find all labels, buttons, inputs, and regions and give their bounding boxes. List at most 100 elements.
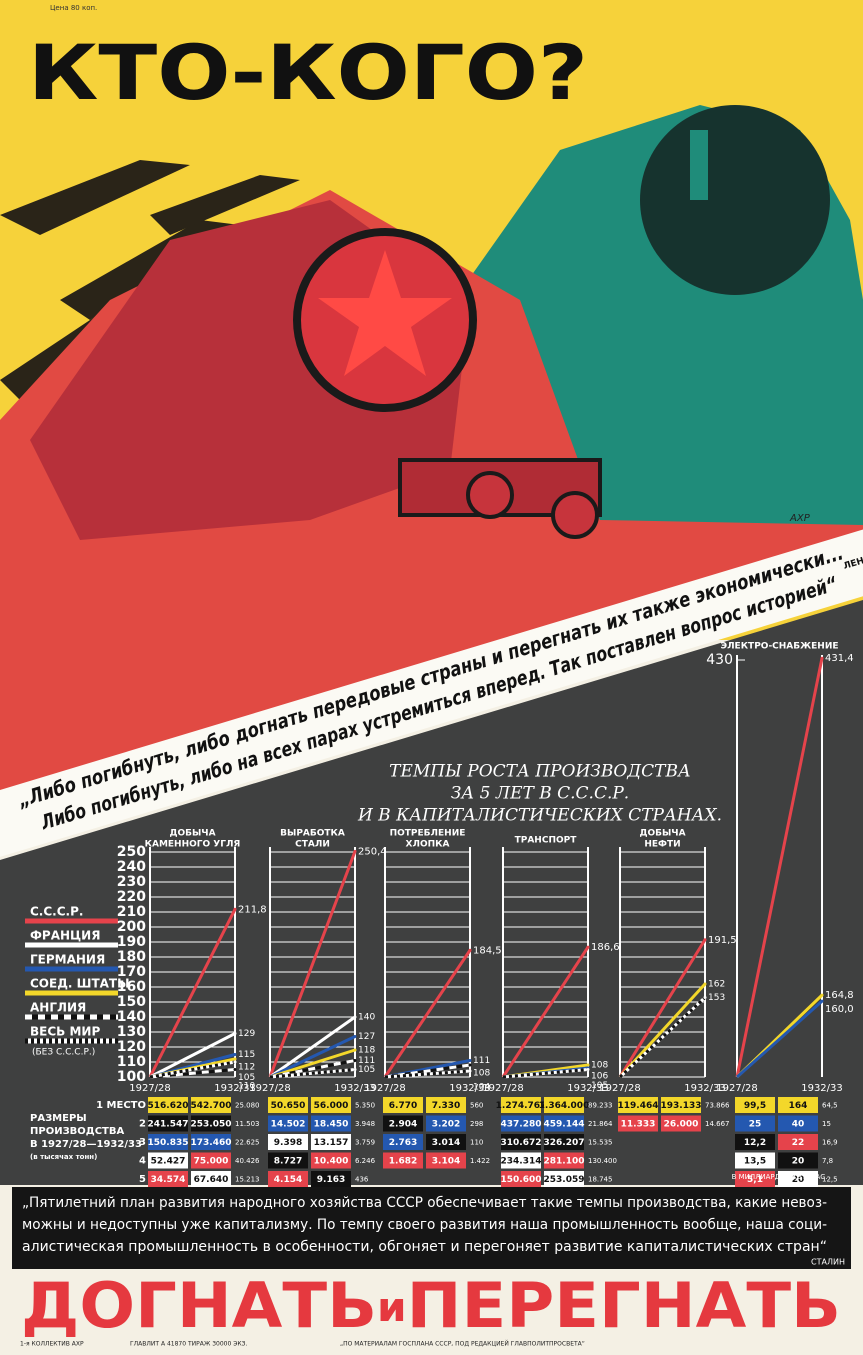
end-label: 105	[358, 1065, 375, 1075]
table-delta: 130.400	[588, 1157, 617, 1165]
y-tick-label: 170	[117, 964, 146, 980]
slogan: ДОГНАТЬ иПЕРЕГНАТЬ	[21, 1269, 841, 1342]
y-tick-label: 160	[117, 979, 146, 995]
y-tick-label: 140	[117, 1009, 146, 1025]
table-cell	[735, 1115, 775, 1132]
table-value: 34.574	[151, 1175, 186, 1185]
slogan-word: ПЕРЕГНАТЬ	[407, 1269, 841, 1342]
table-value: 52.427	[151, 1157, 186, 1167]
quote-line: „Пятилетний план развития народного хозя…	[22, 1195, 827, 1211]
quote-line: алистическая промышленность в особенност…	[22, 1239, 827, 1255]
table-value: 3.014	[432, 1138, 460, 1148]
table-cell	[311, 1171, 351, 1187]
table-value: 13,5	[744, 1157, 766, 1167]
table-value: 3.202	[432, 1120, 460, 1130]
table-delta: 64,5	[822, 1102, 838, 1110]
table-delta: 12,5	[822, 1176, 838, 1184]
table-value: 13.157	[314, 1138, 349, 1148]
table-cell	[191, 1152, 231, 1169]
chart-heading: И В КАПИТАЛИСТИЧЕСКИХ СТРАНАХ.	[357, 806, 722, 826]
end-label: 160,0	[825, 1004, 854, 1015]
table-delta: 11.503	[235, 1120, 260, 1128]
table-value: 253.059	[544, 1175, 585, 1185]
table-cell	[735, 1134, 775, 1150]
series-point	[468, 948, 472, 952]
year-label: 1932/33	[449, 1083, 491, 1094]
table-cell	[268, 1152, 308, 1169]
end-label: 164,8	[825, 990, 854, 1001]
rank: 4	[139, 1156, 146, 1167]
slogan-word: ДОГНАТЬ	[21, 1269, 377, 1342]
table-delta: 73.866	[705, 1102, 730, 1110]
table-delta: 1.422	[470, 1157, 490, 1165]
legend-label: С.С.С.Р.	[30, 905, 83, 919]
table-value: 2.904	[389, 1120, 417, 1130]
table-cell	[383, 1152, 423, 1169]
table-cell	[735, 1171, 775, 1187]
table-delta: 560	[470, 1102, 483, 1110]
table-value: 241.547	[148, 1120, 189, 1130]
y-tick-label: 130	[117, 1024, 146, 1040]
table-value: 173.460	[191, 1138, 232, 1148]
year-label: 1927/28	[129, 1083, 171, 1094]
series-point	[353, 849, 357, 853]
table-cell	[426, 1134, 466, 1150]
end-label: 184,5	[473, 945, 502, 956]
rank: 2	[139, 1119, 146, 1130]
end-label: 105	[591, 1081, 608, 1091]
year-label: 1927/28	[599, 1083, 641, 1094]
table-value: 26.000	[664, 1120, 699, 1130]
table-cell	[268, 1097, 308, 1113]
table-delta: 6.246	[355, 1157, 376, 1165]
signature: АХР	[789, 513, 811, 524]
panel-title: ЭЛЕКТРО-СНАБЖЕНИЕ	[720, 642, 838, 652]
table-delta: 298	[470, 1120, 483, 1128]
panel-title: ПОТРЕБЛЕНИЕ	[390, 829, 466, 839]
series-line	[269, 1048, 356, 1079]
table-value: 9.398	[274, 1138, 302, 1148]
series-point	[233, 1068, 237, 1071]
table-value: 14.502	[271, 1120, 306, 1130]
y-tick-label: 240	[117, 859, 146, 875]
table-value: 6.770	[389, 1101, 417, 1111]
end-label: 431,4	[825, 653, 854, 664]
y-tick-label: 100	[117, 1069, 146, 1085]
table-cell	[661, 1097, 701, 1113]
end-label: 140	[358, 1013, 375, 1023]
chart-heading: ЗА 5 ЛЕТ В С.С.С.Р.	[451, 784, 629, 804]
table-cell	[148, 1152, 188, 1169]
end-label: 105	[238, 1073, 255, 1083]
table-cell	[426, 1097, 466, 1113]
series-point	[703, 982, 707, 986]
end-label: 129	[238, 1029, 255, 1039]
end-label: 110	[238, 1082, 255, 1092]
series-point	[586, 945, 590, 949]
green-train-front	[640, 105, 830, 295]
table-cell	[268, 1115, 308, 1132]
table-value: 542.700	[191, 1101, 232, 1111]
y-tick-label: 180	[117, 949, 146, 965]
table-delta: 14.667	[705, 1120, 730, 1128]
table-value: 253.050	[191, 1120, 232, 1130]
quote-author: СТАЛИН	[811, 1258, 845, 1267]
table-delta: 15.213	[235, 1176, 260, 1184]
rank: 1 МЕСТО	[96, 1100, 146, 1111]
table-value: 150.835	[148, 1138, 189, 1148]
series-point	[233, 1032, 237, 1035]
legend-label: ВЕСЬ МИР	[30, 1025, 100, 1039]
table-value: 3.104	[432, 1157, 460, 1167]
series-line	[736, 1000, 823, 1079]
end-label: 127	[358, 1032, 375, 1042]
table-caption: РАЗМЕРЫ	[30, 1113, 87, 1124]
series-line	[618, 982, 707, 1079]
table-delta: 15.535	[588, 1139, 613, 1147]
table-value: 12,2	[744, 1138, 766, 1148]
table-cell	[311, 1097, 351, 1113]
panel-title: ДОБЫЧА	[169, 829, 215, 839]
table-value: 1.682	[389, 1157, 417, 1167]
series-point	[353, 1035, 357, 1038]
year-label: 1932/33	[334, 1083, 376, 1094]
series-line-pattern	[384, 1069, 471, 1079]
table-cell	[148, 1171, 188, 1187]
